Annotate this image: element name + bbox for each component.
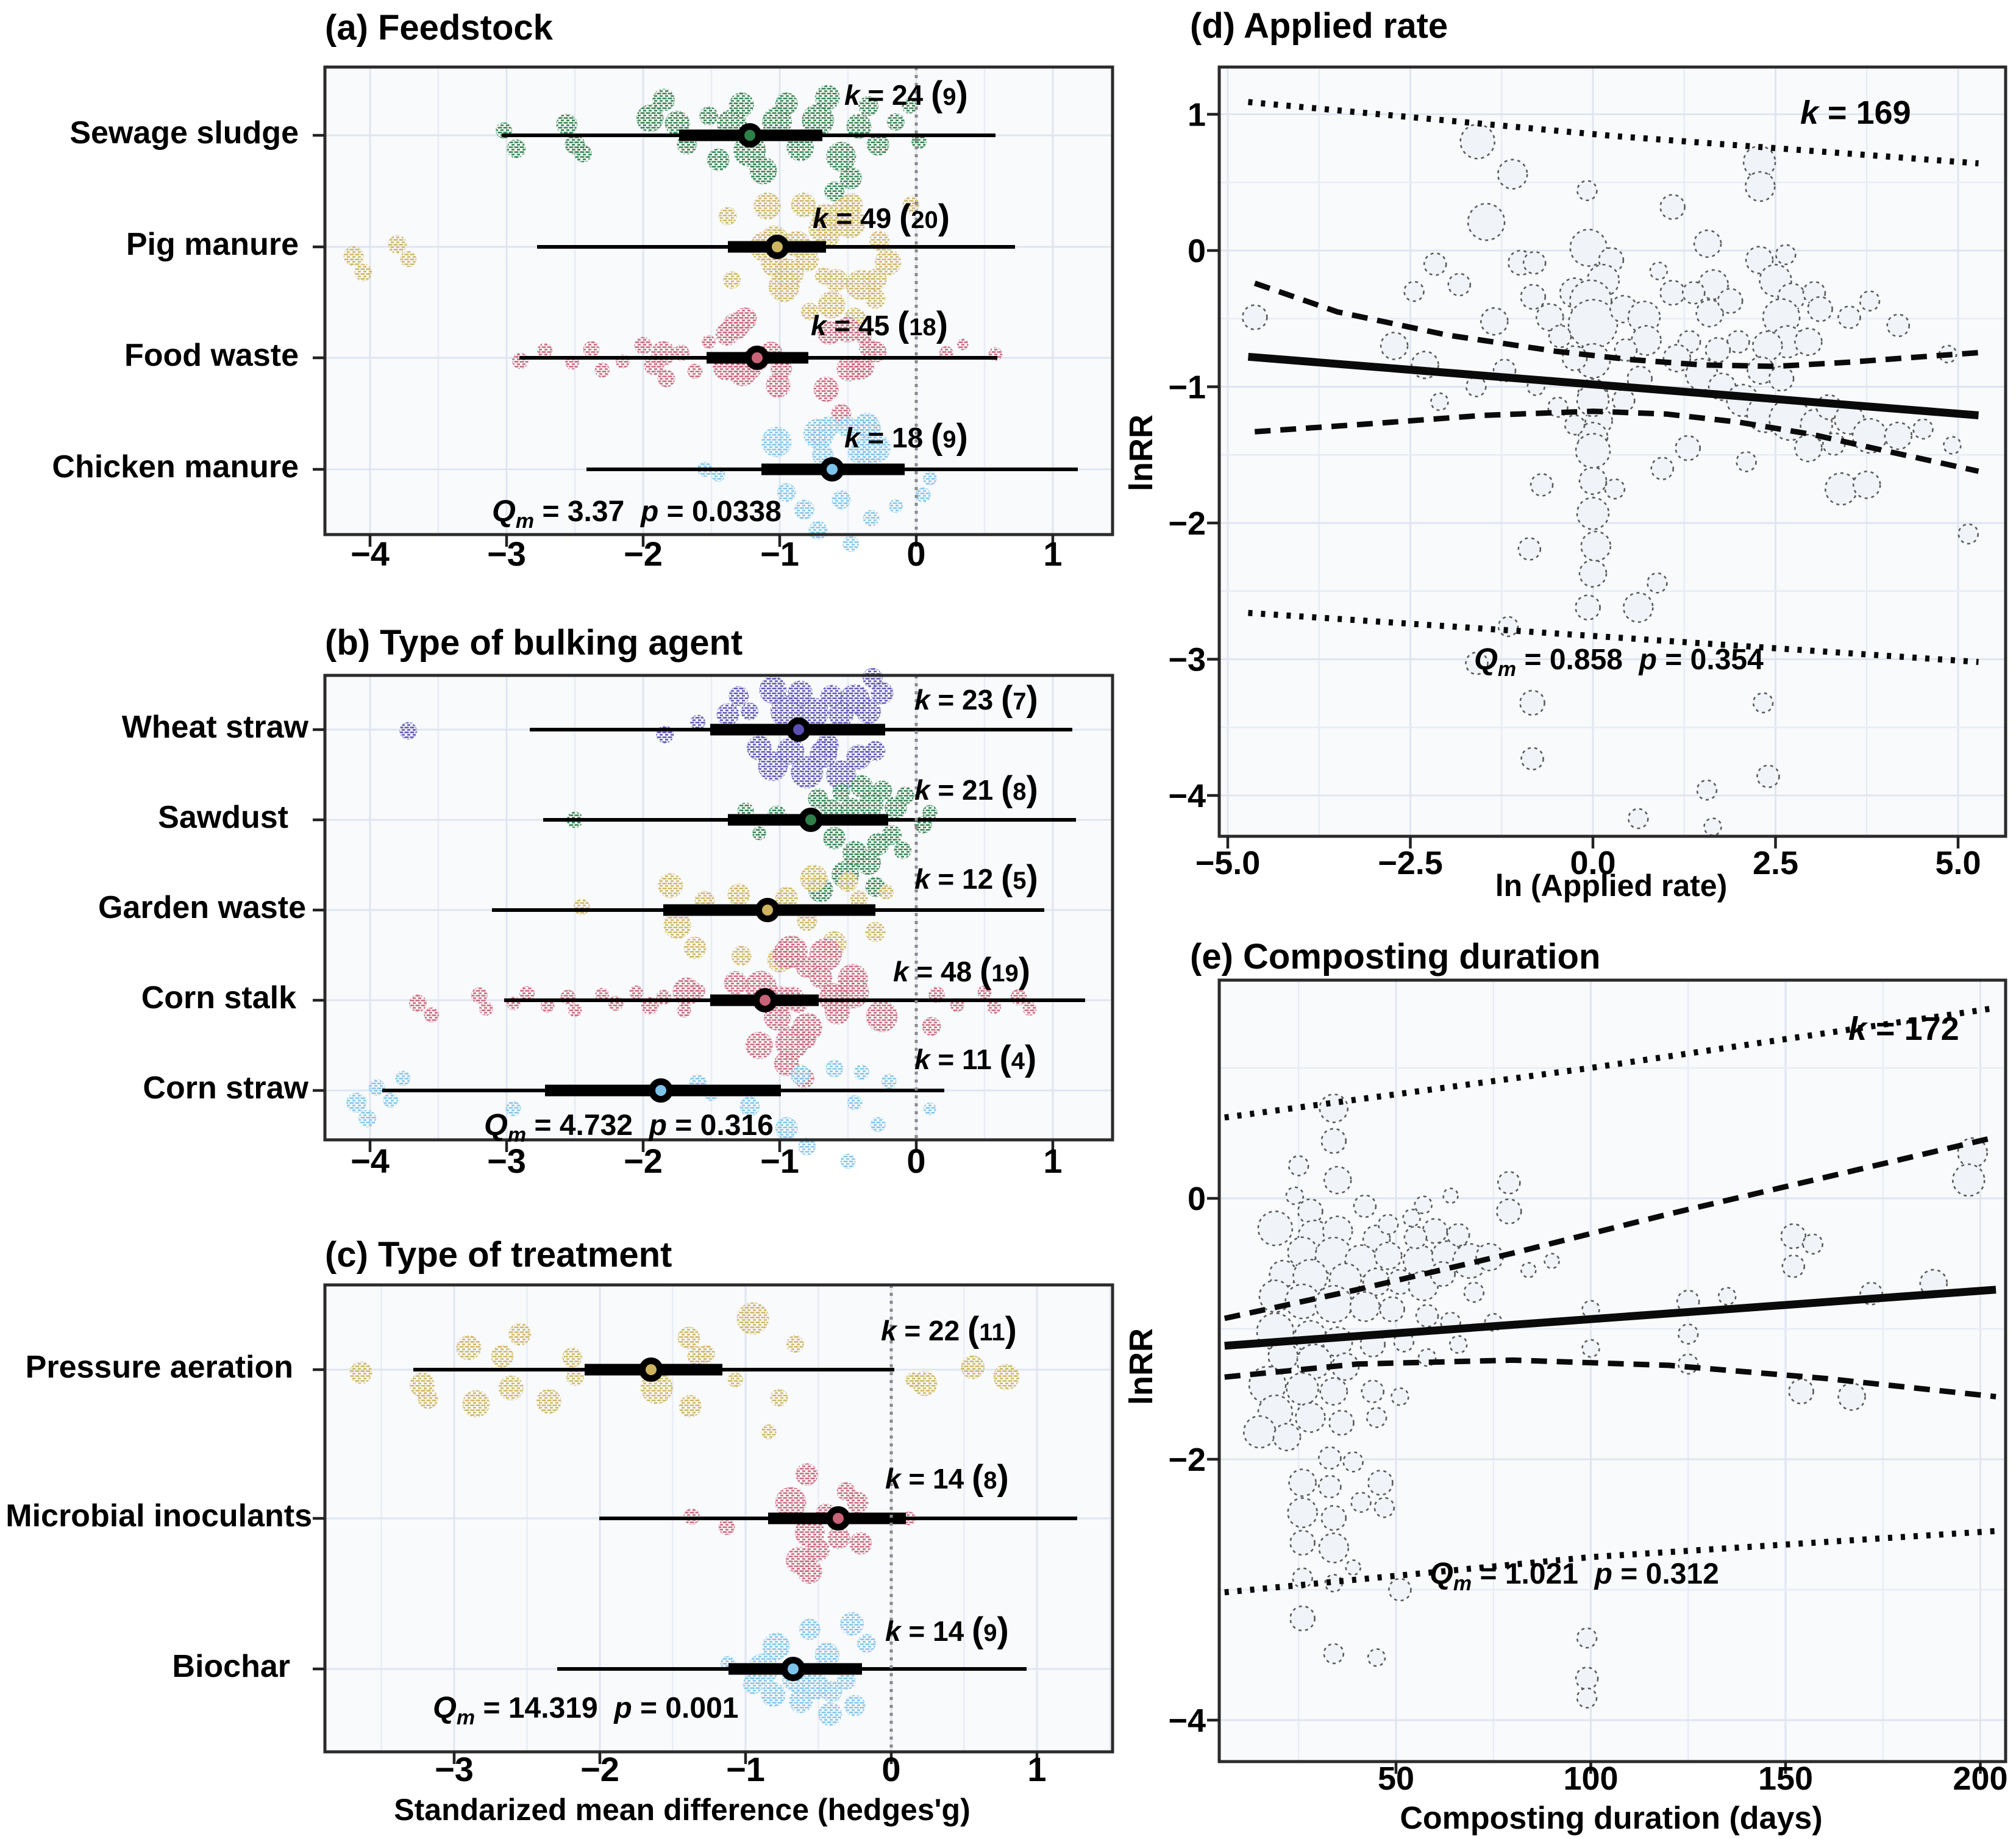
- svg-text:k = 172: k = 172: [1848, 1011, 1959, 1047]
- svg-text:200: 200: [1953, 1760, 2007, 1797]
- svg-text:−2: −2: [1168, 505, 1206, 542]
- svg-text:−3: −3: [487, 1142, 526, 1180]
- svg-text:−1: −1: [760, 1142, 799, 1180]
- svg-text:k = 23 (7): k = 23 (7): [914, 679, 1038, 719]
- svg-text:k = 21 (8): k = 21 (8): [914, 769, 1038, 809]
- svg-text:k = 14 (8): k = 14 (8): [885, 1458, 1009, 1498]
- svg-text:k = 48 (19): k = 48 (19): [893, 951, 1030, 991]
- svg-text:k = 14 (9): k = 14 (9): [885, 1610, 1009, 1650]
- svg-text:lnRR: lnRR: [1123, 1328, 1159, 1405]
- svg-text:1: 1: [1043, 535, 1062, 573]
- svg-text:−1: −1: [760, 535, 799, 573]
- svg-text:k = 45 (18): k = 45 (18): [811, 305, 948, 344]
- svg-text:0: 0: [1188, 233, 1206, 269]
- svg-text:(b) Type of bulking agent: (b) Type of bulking agent: [325, 623, 743, 663]
- svg-text:1: 1: [1027, 1750, 1046, 1788]
- svg-text:Composting duration (days): Composting duration (days): [1400, 1801, 1822, 1836]
- svg-text:2.5: 2.5: [1753, 845, 1798, 881]
- svg-text:Garden waste: Garden waste: [98, 890, 306, 925]
- svg-text:k = 22 (11): k = 22 (11): [881, 1310, 1017, 1350]
- svg-text:−1: −1: [1168, 369, 1206, 406]
- svg-text:k = 18 (9): k = 18 (9): [844, 417, 968, 457]
- svg-text:Sawdust: Sawdust: [158, 800, 288, 835]
- svg-text:−4: −4: [1168, 778, 1206, 814]
- svg-text:Pressure aeration: Pressure aeration: [26, 1350, 293, 1385]
- svg-text:Corn stalk: Corn stalk: [141, 980, 296, 1016]
- svg-text:Qm = 3.37 p = 0.0338: Qm = 3.37 p = 0.0338: [492, 494, 782, 533]
- svg-text:Corn straw: Corn straw: [143, 1070, 308, 1106]
- svg-text:lnRR: lnRR: [1123, 414, 1159, 491]
- svg-text:5.0: 5.0: [1935, 845, 1981, 881]
- svg-text:Qm = 0.858 p = 0.354: Qm = 0.858 p = 0.354: [1474, 642, 1764, 681]
- svg-text:k = 11 (4): k = 11 (4): [914, 1039, 1036, 1078]
- svg-text:−3: −3: [435, 1750, 474, 1788]
- svg-text:0: 0: [882, 1750, 900, 1788]
- svg-text:−2: −2: [580, 1750, 619, 1788]
- svg-text:(e) Composting duration: (e) Composting duration: [1190, 937, 1600, 976]
- svg-text:−1: −1: [726, 1750, 765, 1788]
- svg-text:k = 24 (9): k = 24 (9): [844, 74, 968, 114]
- svg-text:100: 100: [1563, 1760, 1618, 1797]
- svg-text:−4: −4: [1168, 1702, 1206, 1739]
- svg-text:Sewage sludge: Sewage sludge: [69, 115, 299, 151]
- svg-text:150: 150: [1758, 1760, 1813, 1797]
- svg-text:−2: −2: [624, 1142, 663, 1180]
- svg-text:0.0: 0.0: [1570, 845, 1615, 881]
- svg-text:−2: −2: [1168, 1442, 1206, 1478]
- svg-text:50: 50: [1378, 1760, 1414, 1797]
- svg-text:Microbial inoculants: Microbial inoculants: [5, 1498, 312, 1534]
- svg-text:Qm = 4.732 p = 0.316: Qm = 4.732 p = 0.316: [484, 1108, 774, 1147]
- svg-text:Biochar: Biochar: [172, 1649, 290, 1684]
- svg-text:(a) Feedstock: (a) Feedstock: [325, 8, 554, 48]
- svg-text:k = 169: k = 169: [1800, 94, 1911, 131]
- svg-text:0: 0: [1188, 1181, 1206, 1217]
- svg-text:0: 0: [906, 1142, 925, 1180]
- svg-text:0: 0: [906, 535, 925, 573]
- svg-text:k = 12 (5): k = 12 (5): [914, 858, 1038, 898]
- svg-text:Qm = 14.319 p = 0.001: Qm = 14.319 p = 0.001: [433, 1690, 738, 1729]
- svg-text:(d) Applied rate: (d) Applied rate: [1190, 6, 1448, 46]
- svg-text:−2: −2: [624, 535, 663, 573]
- svg-text:−5.0: −5.0: [1195, 845, 1261, 881]
- svg-text:Standarized mean difference (h: Standarized mean difference (hedges'g): [394, 1793, 970, 1827]
- svg-text:−3: −3: [487, 535, 526, 573]
- svg-text:−3: −3: [1168, 642, 1206, 678]
- svg-text:Qm = 1.021 p = 0.312: Qm = 1.021 p = 0.312: [1430, 1556, 1719, 1595]
- svg-text:Wheat straw: Wheat straw: [122, 710, 309, 745]
- svg-text:ln (Applied rate): ln (Applied rate): [1495, 869, 1728, 903]
- svg-text:(c) Type of treatment: (c) Type of treatment: [325, 1235, 672, 1275]
- svg-text:−2.5: −2.5: [1378, 845, 1443, 881]
- svg-text:−4: −4: [351, 535, 390, 573]
- svg-text:1: 1: [1043, 1142, 1062, 1180]
- svg-text:Food waste: Food waste: [124, 338, 299, 373]
- svg-text:k = 49 (20): k = 49 (20): [813, 197, 950, 237]
- svg-text:1: 1: [1188, 97, 1206, 133]
- svg-text:−4: −4: [351, 1142, 390, 1180]
- svg-text:Chicken manure: Chicken manure: [52, 449, 299, 485]
- svg-text:Pig manure: Pig manure: [126, 227, 299, 262]
